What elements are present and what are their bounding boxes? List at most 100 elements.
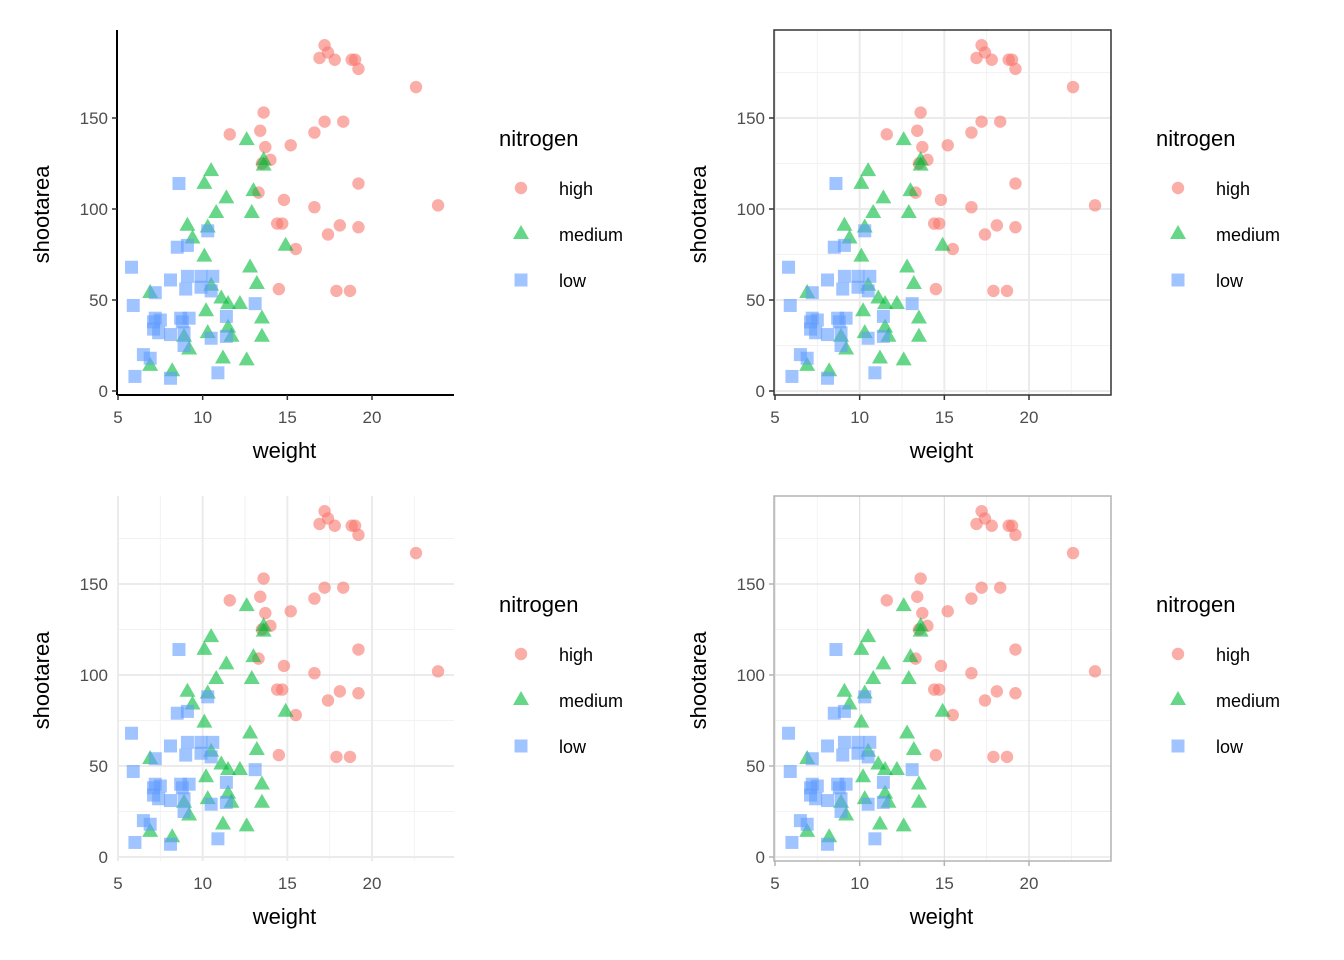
x-tick-label: 5	[770, 408, 779, 427]
point-high	[330, 284, 343, 298]
point-medium	[208, 203, 225, 218]
point-low	[820, 273, 834, 287]
point-low	[851, 269, 865, 283]
point-medium	[253, 327, 270, 342]
point-high	[880, 128, 893, 141]
x-tick-label: 5	[770, 874, 779, 893]
point-low	[837, 269, 851, 283]
point-medium	[238, 351, 255, 366]
point-high	[337, 581, 350, 594]
point-high	[1009, 177, 1022, 190]
legend-key-medium	[513, 691, 529, 705]
panel-bottom-right: 5 10 15 20 0 50 100 150 weight shootarea nitrogen h…	[686, 495, 1280, 929]
point-medium	[218, 189, 235, 204]
point-high	[321, 694, 335, 707]
point-high	[978, 228, 992, 241]
point-medium	[196, 640, 213, 655]
y-tick-label: 0	[99, 382, 108, 401]
legend-key-medium	[1170, 691, 1186, 705]
point-high	[978, 694, 992, 707]
point-low	[194, 280, 208, 294]
point-low	[204, 331, 218, 345]
point-low	[219, 309, 233, 323]
point-high	[409, 80, 423, 94]
x-axis-title: weight	[909, 438, 974, 463]
point-medium	[836, 682, 853, 697]
x-axis-title: weight	[909, 904, 974, 929]
point-high	[990, 685, 1004, 698]
point-low	[175, 781, 189, 795]
point-low	[219, 775, 233, 789]
point-medium	[853, 174, 870, 189]
point-low	[125, 260, 139, 274]
legend-label: medium	[559, 225, 623, 245]
y-tick-label: 150	[737, 109, 765, 128]
x-tick-label: 20	[1020, 408, 1039, 427]
point-low	[148, 777, 162, 791]
point-medium	[910, 327, 927, 342]
point-high	[254, 124, 267, 137]
point-medium	[238, 817, 255, 832]
point-low	[152, 792, 166, 806]
point-low	[194, 735, 208, 749]
point-low	[905, 297, 919, 311]
point-low	[170, 706, 184, 720]
point-medium	[871, 349, 888, 364]
point-medium	[899, 724, 916, 739]
legend-title: nitrogen	[1156, 126, 1236, 151]
legend-label: medium	[1216, 225, 1280, 245]
point-high	[333, 685, 347, 698]
point-high	[284, 605, 297, 618]
point-low	[172, 643, 186, 657]
y-axis-title: shootarea	[686, 165, 711, 264]
point-high	[333, 219, 347, 232]
point-low	[832, 315, 846, 329]
point-high	[1009, 221, 1022, 234]
x-tick-label: 15	[935, 408, 954, 427]
point-medium	[196, 713, 213, 728]
point-medium	[875, 655, 892, 670]
point-high	[1009, 687, 1022, 700]
point-low	[782, 260, 796, 274]
point-low	[861, 284, 875, 298]
point-low	[177, 326, 191, 340]
point-medium	[895, 597, 912, 612]
point-medium	[902, 182, 919, 197]
point-low	[800, 817, 814, 831]
point-medium	[208, 669, 225, 684]
legend-title: nitrogen	[499, 592, 579, 617]
y-axis-title: shootarea	[29, 165, 54, 264]
point-high	[318, 581, 331, 594]
point-medium	[198, 302, 215, 317]
point-high	[941, 139, 954, 152]
point-medium	[214, 815, 231, 830]
point-low	[163, 739, 177, 753]
point-medium	[895, 351, 912, 366]
point-high	[276, 683, 289, 696]
x-tick-label: 15	[278, 874, 297, 893]
point-medium	[245, 182, 262, 197]
point-low	[204, 750, 218, 764]
panel-border	[773, 29, 1112, 396]
point-low	[820, 837, 834, 851]
point-high	[330, 750, 343, 764]
point-low	[829, 643, 843, 657]
point-low	[861, 797, 875, 811]
y-tick-label: 100	[737, 200, 765, 219]
point-low	[782, 726, 796, 740]
point-low	[180, 238, 194, 252]
point-medium	[853, 713, 870, 728]
point-low	[876, 309, 890, 323]
point-low	[836, 748, 850, 762]
point-medium	[196, 247, 213, 262]
point-low	[204, 797, 218, 811]
point-low	[163, 273, 177, 287]
point-high	[352, 221, 365, 234]
point-high	[987, 284, 1000, 298]
point-high	[1000, 284, 1014, 298]
point-low	[827, 240, 841, 254]
point-high	[308, 126, 321, 139]
point-high	[965, 200, 978, 214]
point-low	[836, 282, 850, 296]
point-low	[128, 835, 142, 849]
